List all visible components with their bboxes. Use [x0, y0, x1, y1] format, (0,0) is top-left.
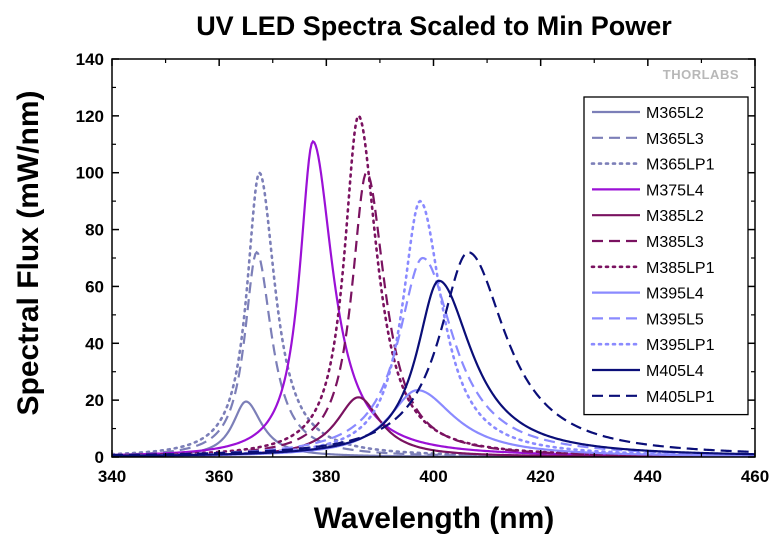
y-tick-label: 140 — [76, 50, 104, 69]
x-tick-label: 380 — [312, 467, 340, 486]
legend-label: M405L4 — [646, 363, 704, 380]
legend-item: M385L2 — [592, 208, 704, 225]
legend-item: M385LP1 — [590, 260, 715, 277]
legend-item: M375L4 — [592, 182, 704, 199]
y-tick-label: 40 — [85, 334, 104, 353]
y-tick-label: 60 — [85, 277, 104, 296]
y-tick-label: 100 — [76, 164, 104, 183]
x-tick-label: 460 — [741, 467, 769, 486]
x-tick-label: 400 — [419, 467, 447, 486]
legend-item: M365L3 — [592, 131, 704, 148]
x-tick-label: 420 — [526, 467, 554, 486]
thorlabs-watermark: THORLABS — [663, 67, 739, 82]
legend-label: M395LP1 — [646, 337, 715, 354]
legend-label: M375L4 — [646, 182, 704, 199]
legend-item: M365L2 — [592, 105, 704, 122]
y-tick-label: 0 — [95, 448, 104, 467]
y-axis-title: Spectral Flux (mW/nm) — [12, 90, 45, 415]
axes: 340 360 380 400 420 440 460 0 20 40 60 80 100 120 140 — [76, 50, 770, 486]
x-tick-label: 360 — [205, 467, 233, 486]
x-tick-label: 340 — [98, 467, 126, 486]
legend-label: M385L3 — [646, 234, 704, 251]
legend: M365L2 M365L3 M365LP1 M375L4 M385L2 M385L3 M38… — [583, 96, 749, 416]
legend-item: M385L3 — [592, 234, 704, 251]
y-tick-label: 80 — [85, 221, 104, 240]
legend-label: M365L2 — [646, 105, 704, 122]
legend-item: M365LP1 — [590, 157, 715, 174]
x-axis-title: Wavelength (nm) — [314, 502, 555, 535]
y-tick-label: 120 — [76, 107, 104, 126]
legend-label: M395L5 — [646, 311, 704, 328]
legend-label: M365LP1 — [646, 157, 715, 174]
chart-title: UV LED Spectra Scaled to Min Power — [196, 11, 672, 41]
legend-item: M395L5 — [592, 311, 704, 328]
y-tick-label: 20 — [85, 391, 104, 410]
legend-label: M385LP1 — [646, 260, 715, 277]
x-tick-label: 440 — [634, 467, 662, 486]
legend-item: M405L4 — [592, 363, 704, 380]
legend-box — [583, 96, 749, 416]
legend-label: M365L3 — [646, 131, 704, 148]
legend-label: M395L4 — [646, 286, 704, 303]
legend-item: M395LP1 — [590, 337, 715, 354]
legend-label: M405LP1 — [646, 389, 715, 406]
legend-item: M395L4 — [592, 286, 704, 303]
legend-label: M385L2 — [646, 208, 704, 225]
legend-item: M405LP1 — [592, 389, 715, 406]
